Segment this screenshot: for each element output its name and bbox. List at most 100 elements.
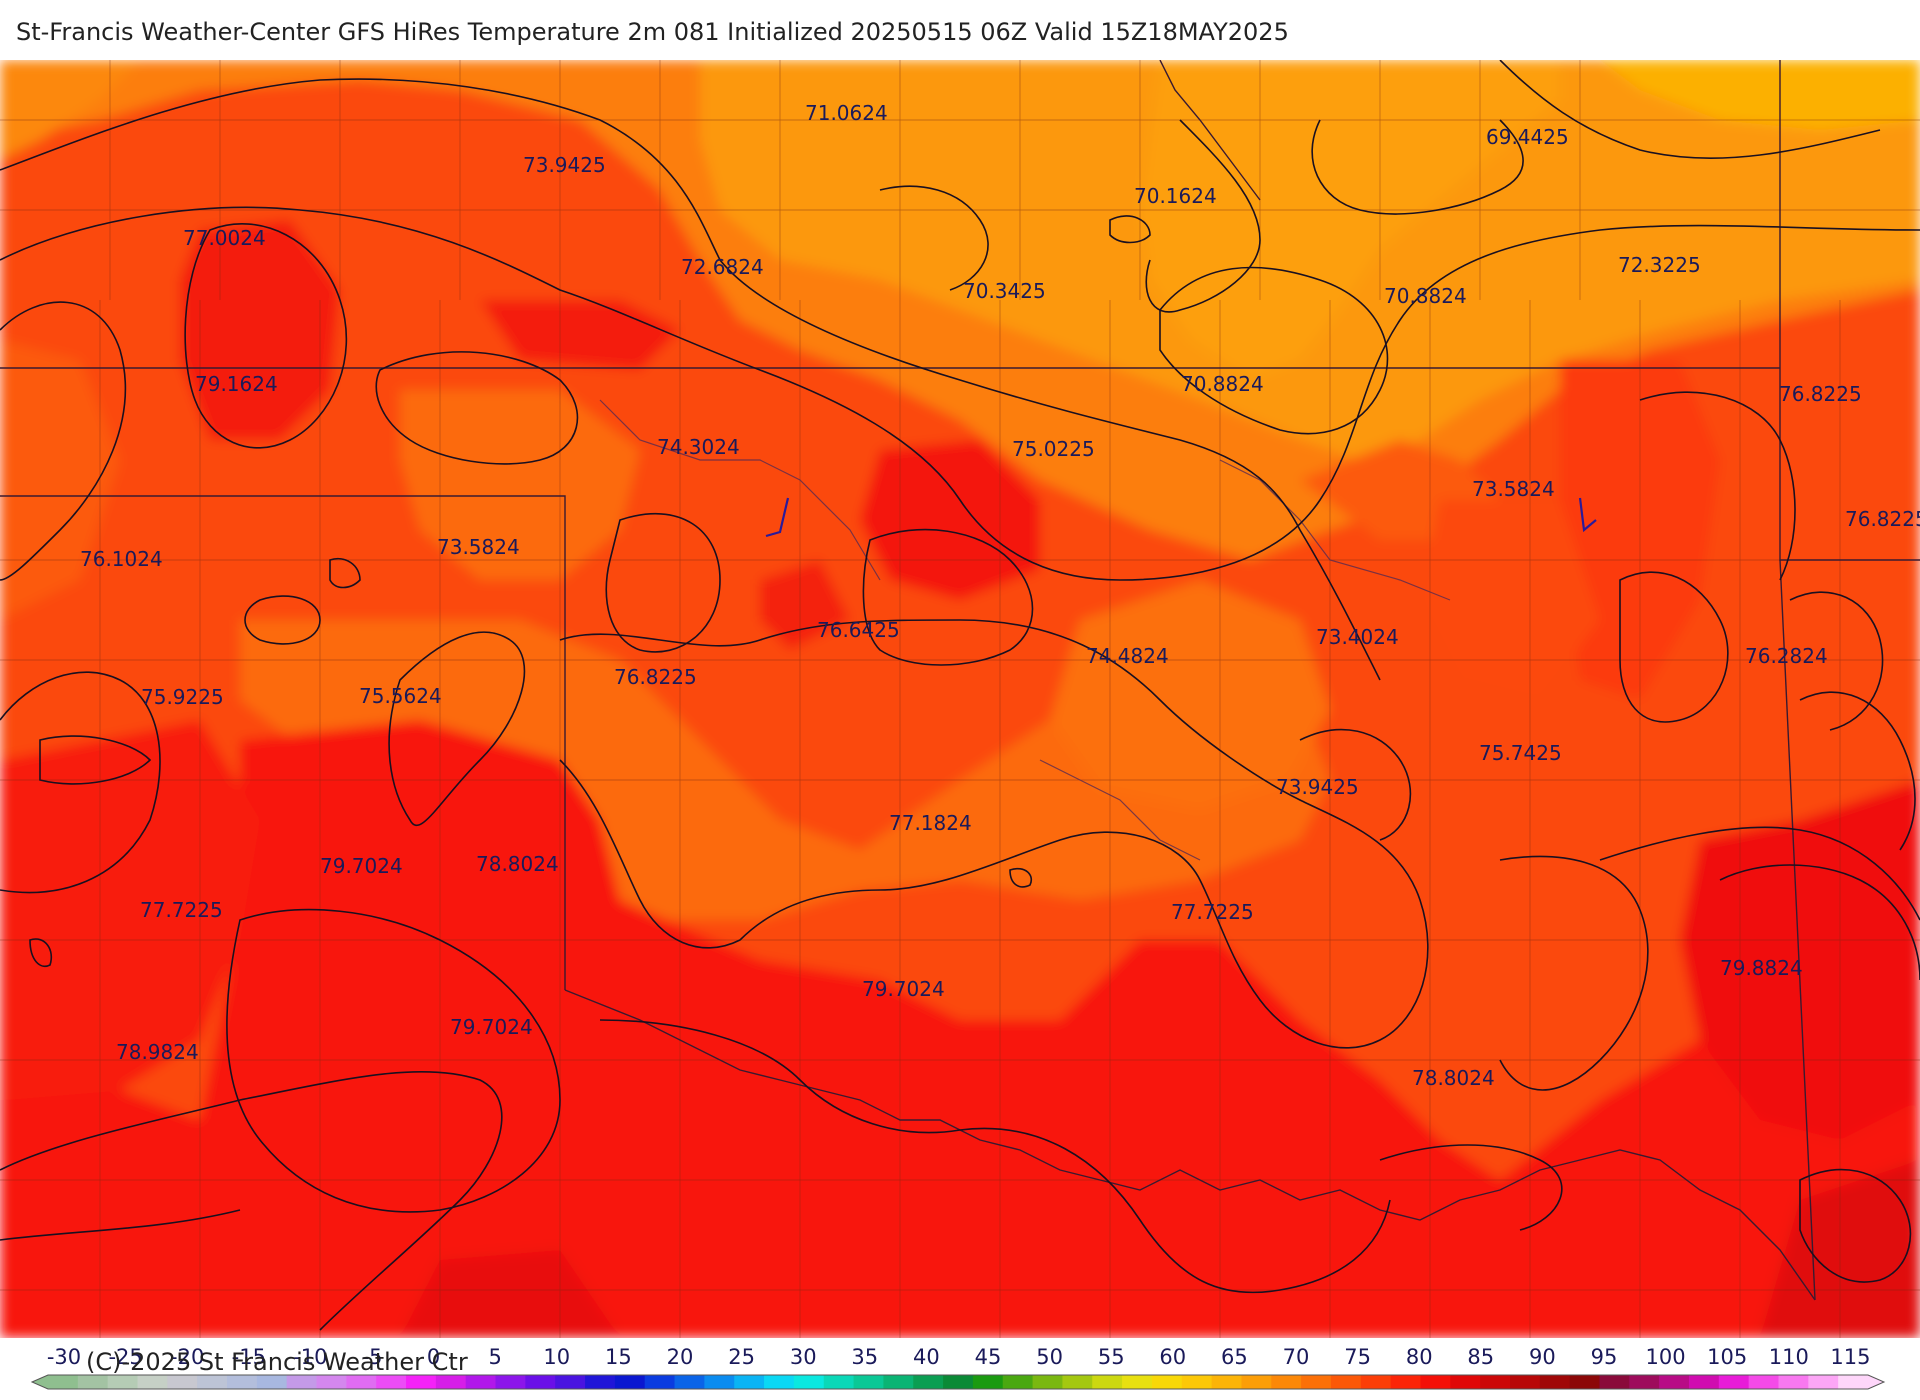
legend-tick-label: 30 — [790, 1345, 817, 1369]
legend-tick-label: 100 — [1646, 1345, 1686, 1369]
temp-label: 72.6824 — [681, 255, 764, 279]
legend-color-swatch — [1181, 1375, 1213, 1389]
temp-label: 75.9225 — [141, 685, 224, 709]
temperature-fill — [0, 60, 1920, 1338]
legend-color-swatch — [883, 1375, 914, 1389]
legend-color-swatch — [1838, 1375, 1869, 1389]
legend-tick-labels: -30 -25 -20 -15 -10 -5 0 5 10 15 20 25 30 35 40 45 50 55 6… — [47, 1345, 1871, 1369]
legend-color-swatch — [1420, 1375, 1451, 1389]
legend-tick-label: -20 — [170, 1345, 204, 1369]
legend-color-swatch — [972, 1375, 1004, 1389]
temp-label: 70.8824 — [1181, 372, 1264, 396]
legend-color-swatch — [316, 1375, 347, 1389]
legend-color-swatch — [1808, 1375, 1839, 1389]
legend-tick-label: -25 — [108, 1345, 142, 1369]
temp-label: 71.0624 — [805, 101, 888, 125]
wind-barb-icon — [1578, 497, 1597, 533]
temp-label: 73.5824 — [437, 535, 520, 559]
legend-color-swatch — [1659, 1375, 1690, 1389]
legend-color-swatch — [1360, 1375, 1392, 1389]
legend-color-swatch — [1390, 1375, 1421, 1389]
temp-label: 73.9425 — [523, 153, 606, 177]
legend-color-swatch — [495, 1375, 526, 1389]
temperature-map: 71.0624 69.4425 73.9425 70.1624 77.0024 … — [0, 60, 1920, 1338]
legend-color-swatch — [346, 1375, 377, 1389]
legend-color-swatch — [704, 1375, 735, 1389]
isotherm-contours — [0, 60, 1920, 1331]
legend-tick-label: 75 — [1344, 1345, 1371, 1369]
temp-label: 76.8225 — [1779, 382, 1862, 406]
legend-color-swatch — [1748, 1375, 1779, 1389]
legend-color-swatch — [793, 1375, 825, 1389]
temp-label: 78.9824 — [116, 1040, 199, 1064]
legend-tick-label: 65 — [1221, 1345, 1248, 1369]
legend-tick-label: 110 — [1769, 1345, 1809, 1369]
temp-label: 73.5824 — [1472, 477, 1555, 501]
legend-color-swatch — [1122, 1375, 1153, 1389]
legend-color-swatch — [1211, 1375, 1242, 1389]
temp-label: 76.2824 — [1745, 644, 1828, 668]
legend-color-swatch — [77, 1375, 109, 1389]
legend-color-swatch — [853, 1375, 884, 1389]
legend-color-swatch — [376, 1375, 407, 1389]
boundary-lines — [0, 60, 1920, 1338]
legend-color-swatch — [1330, 1375, 1362, 1389]
legend-color-swatch — [1062, 1375, 1093, 1389]
legend-min-arrow — [32, 1375, 48, 1389]
legend-color-swatch — [913, 1375, 944, 1389]
legend-color-swatch — [1032, 1375, 1063, 1389]
temp-label: 79.7024 — [862, 977, 945, 1001]
legend-color-swatch — [1569, 1375, 1600, 1389]
wind-barbs — [765, 497, 1597, 538]
copyright-notice: (C)-2025 St Francis Weather Ctr — [86, 1348, 468, 1376]
legend-color-swatch — [1151, 1375, 1183, 1389]
legend-color-swatch — [525, 1375, 556, 1389]
legend-color-swatch — [406, 1375, 437, 1389]
legend-color-swatch — [48, 1375, 79, 1389]
legend-color-swatch — [555, 1375, 586, 1389]
legend-color-swatch — [227, 1375, 258, 1389]
temp-label: 76.8225 — [1845, 507, 1920, 531]
temp-label: 75.5624 — [359, 684, 442, 708]
legend-color-swatch — [943, 1375, 974, 1389]
legend-color-swatch — [1718, 1375, 1750, 1389]
legend-max-arrow — [1868, 1375, 1884, 1389]
temperature-labels: 71.0624 69.4425 73.9425 70.1624 77.0024 … — [80, 101, 1920, 1090]
temp-label: 76.1024 — [80, 547, 163, 571]
legend-tick-label: 95 — [1591, 1345, 1618, 1369]
legend-color-swatch — [764, 1375, 795, 1389]
temp-label: 69.4425 — [1486, 125, 1569, 149]
legend-color-swatch — [1480, 1375, 1511, 1389]
temp-label: 76.6425 — [817, 618, 900, 642]
temp-label: 70.3425 — [963, 279, 1046, 303]
legend-tick-label: 105 — [1707, 1345, 1747, 1369]
legend-tick-label: 90 — [1529, 1345, 1556, 1369]
temp-label: 78.8024 — [1412, 1066, 1495, 1090]
legend-color-bar — [30, 1374, 1886, 1390]
map-title: St-Francis Weather-Center GFS HiRes Temp… — [16, 18, 1289, 46]
temp-label: 77.0024 — [183, 226, 266, 250]
temp-label: 74.3024 — [657, 435, 740, 459]
legend-color-swatch — [585, 1375, 616, 1389]
temp-label: 73.9425 — [1276, 775, 1359, 799]
legend-tick-label: 70 — [1283, 1345, 1310, 1369]
legend-tick-label: 15 — [605, 1345, 632, 1369]
legend-color-swatch — [674, 1375, 705, 1389]
legend-tick-label: 50 — [1036, 1345, 1063, 1369]
legend-tick-label: 115 — [1830, 1345, 1870, 1369]
legend-color-swatch — [167, 1375, 198, 1389]
legend-color-swatch — [614, 1375, 646, 1389]
legend-color-swatch — [1241, 1375, 1272, 1389]
legend-color-swatch — [1002, 1375, 1034, 1389]
temp-label: 77.7225 — [140, 898, 223, 922]
legend-tick-label: -5 — [362, 1345, 383, 1369]
temp-label: 70.1624 — [1134, 184, 1217, 208]
legend-tick-label: -30 — [47, 1345, 81, 1369]
legend-color-swatch — [734, 1375, 765, 1389]
legend-tick-label: 55 — [1098, 1345, 1125, 1369]
temp-label: 78.8024 — [476, 852, 559, 876]
legend-outline — [30, 1374, 1886, 1390]
legend-tick-label: 45 — [975, 1345, 1002, 1369]
temp-label: 77.7225 — [1171, 900, 1254, 924]
legend-tick-label: 85 — [1467, 1345, 1494, 1369]
